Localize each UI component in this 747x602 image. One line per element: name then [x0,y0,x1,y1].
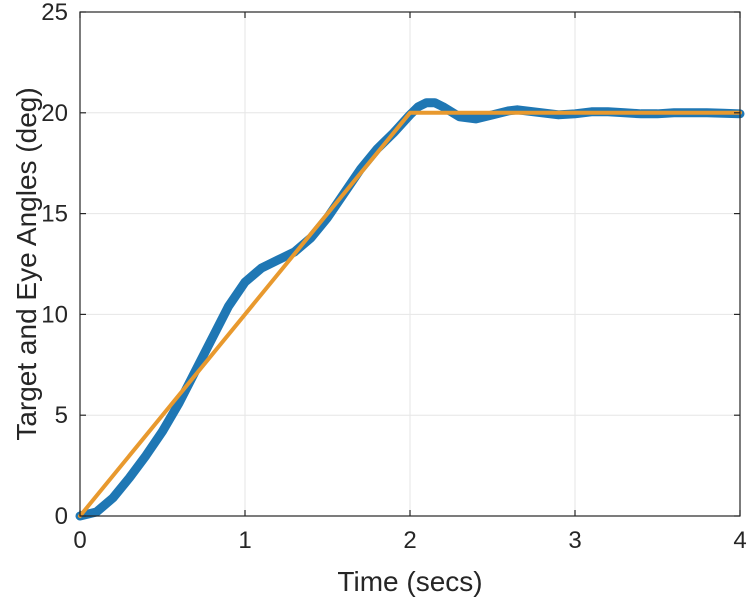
x-tick-label: 0 [73,527,86,554]
y-tick-label: 25 [41,0,68,26]
series-line-2 [78,110,742,518]
series-layer [75,98,745,521]
y-tick-label: 15 [41,201,68,228]
grid [79,11,741,517]
x-tick-label: 3 [568,527,581,554]
y-tick-label: 5 [55,402,68,429]
x-tick-label: 4 [733,527,746,554]
tick-labels: 0 1 2 3 4 0 5 10 15 20 25 [41,0,746,554]
y-tick-label: 0 [55,503,68,530]
x-tick-label: 2 [403,527,416,554]
y-axis-label: Target and Eye Angles (deg) [11,87,42,440]
y-tick-label: 10 [41,301,68,328]
axes [79,11,741,517]
x-tick-label: 1 [238,527,251,554]
y-tick-label: 20 [41,100,68,127]
x-axis-label: Time (secs) [337,566,482,597]
